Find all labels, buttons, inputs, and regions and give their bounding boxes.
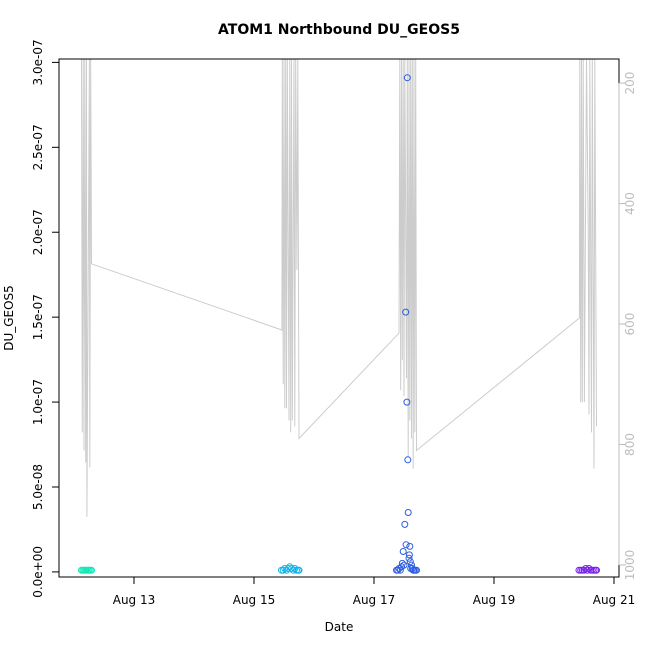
y2-tick-label: 400 <box>623 192 637 215</box>
y2-tick-label: 1000 <box>623 550 637 581</box>
secondary-y-axis: 200 400 600 800 1000 <box>618 72 637 581</box>
data-point <box>404 509 412 516</box>
y2-tick-label: 200 <box>623 72 637 95</box>
data-point <box>403 74 411 82</box>
data-point <box>399 548 407 555</box>
data-point <box>583 566 591 574</box>
data-point <box>284 565 292 572</box>
data-point <box>88 566 95 574</box>
data-point <box>413 566 420 574</box>
data-point <box>295 566 303 574</box>
altitude-trace-layer <box>81 58 597 517</box>
data-point <box>279 566 287 574</box>
y-tick-label: 1.5e-07 <box>31 294 45 340</box>
x-tick-label: Aug 15 <box>233 593 276 607</box>
data-point <box>281 565 289 572</box>
y-tick-label: 5.0e-08 <box>31 464 45 510</box>
data-point <box>396 566 404 574</box>
data-point <box>288 565 295 572</box>
data-point <box>291 565 299 572</box>
y-tick-label: 0.0e+00 <box>31 546 45 598</box>
plot-frame <box>58 58 620 578</box>
data-point <box>400 561 408 569</box>
y-tick-label: 2.5e-07 <box>31 124 45 170</box>
y2-tick-label: 600 <box>623 313 637 336</box>
y-tick-label: 1.0e-07 <box>31 379 45 425</box>
data-point <box>402 541 410 549</box>
data-point <box>406 558 414 566</box>
x-tick-label: Aug 21 <box>593 593 636 607</box>
data-point <box>580 566 588 574</box>
data-points-layer <box>78 74 600 574</box>
y2-tick-label: 800 <box>623 433 637 456</box>
x-axis: Aug 13 Aug 15 Aug 17 Aug 19 Aug 21 <box>113 576 636 607</box>
x-tick-label: Aug 17 <box>353 593 396 607</box>
data-point <box>406 542 414 550</box>
y-tick-label: 3.0e-07 <box>31 39 45 85</box>
data-point <box>582 565 590 572</box>
y-tick-label: 2.0e-07 <box>31 209 45 255</box>
y-axis: 0.0e+00 5.0e-08 1.0e-07 1.5e-07 2.0e-07 2.5e-… <box>31 39 60 598</box>
x-axis-label: Date <box>325 620 354 634</box>
data-point <box>405 551 413 559</box>
data-point <box>403 398 411 406</box>
data-point <box>404 456 412 464</box>
data-point <box>401 520 409 528</box>
data-point <box>405 554 413 562</box>
x-tick-label: Aug 13 <box>113 593 156 607</box>
x-tick-label: Aug 19 <box>473 593 516 607</box>
y-axis-label: DU_GEOS5 <box>2 285 16 351</box>
chart-title: ATOM1 Northbound DU_GEOS5 <box>218 22 460 38</box>
data-point <box>402 308 410 316</box>
data-point <box>593 566 600 574</box>
data-point <box>398 559 406 567</box>
data-point <box>585 565 593 572</box>
altitude-trace-line <box>81 58 597 517</box>
